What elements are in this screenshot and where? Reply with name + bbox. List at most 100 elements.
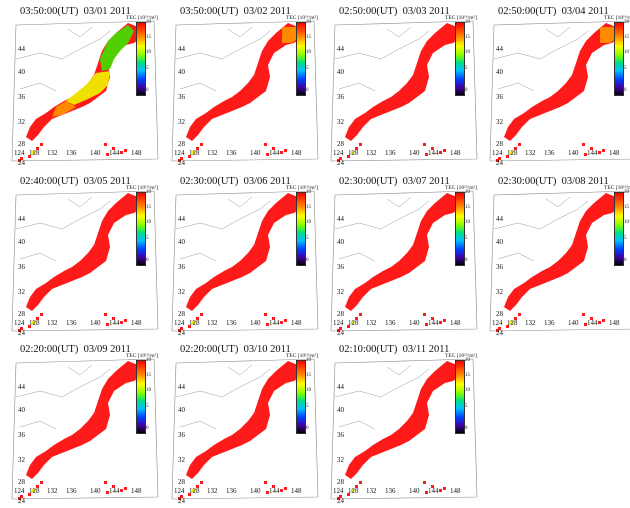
longitude-label: 128: [348, 149, 359, 157]
latitude-label: 32: [496, 118, 503, 126]
island-station: [280, 489, 283, 492]
latitude-label: 32: [337, 288, 344, 296]
island-station: [582, 313, 585, 316]
projection-frame: [11, 190, 159, 332]
coastline: [334, 364, 430, 430]
longitude-label: 132: [207, 149, 218, 157]
island-station: [20, 495, 23, 498]
longitude-label: 140: [409, 149, 420, 157]
island-station: [347, 325, 350, 328]
latitude-label: 32: [18, 288, 25, 296]
island-station: [506, 325, 509, 328]
colorbar-tick: 10: [306, 388, 311, 393]
projection-frame: [330, 20, 478, 162]
latitude-label: 44: [178, 215, 185, 223]
longitude-label: 140: [250, 149, 261, 157]
projection-frame: [171, 358, 319, 500]
colorbar-tick: 5: [624, 236, 627, 241]
latitude-label: 28: [178, 140, 185, 148]
panel-title: 02:20:00(UT) 03/10 2011: [180, 344, 291, 355]
longitude-label: 144: [269, 319, 280, 327]
island-station: [351, 321, 354, 324]
island-station: [264, 313, 267, 316]
latitude-label: 28: [18, 478, 25, 486]
latitude-label: 44: [178, 383, 185, 391]
longitude-label: 136: [226, 149, 237, 157]
colorbar-tick: 20: [624, 20, 629, 25]
tec-panel-10: 02:20:00(UT) 03/10 2011 44 40 36 32 28 24 124 12…: [168, 340, 323, 508]
colorbar-tick: 5: [465, 404, 468, 409]
island-station: [518, 313, 521, 316]
island-station: [20, 327, 23, 330]
latitude-label: 24: [18, 329, 25, 337]
island-station: [106, 153, 109, 156]
japan-map: [489, 190, 630, 332]
colorbar-tick: 15: [465, 205, 470, 210]
longitude-label: 128: [348, 487, 359, 495]
latitude-label: 40: [178, 406, 185, 414]
coastline: [334, 26, 430, 92]
island-station: [337, 497, 340, 500]
island-station: [192, 151, 195, 154]
latitude-label: 32: [337, 118, 344, 126]
longitude-label: 148: [450, 149, 461, 157]
latitude-label: 40: [178, 68, 185, 76]
longitude-label: 148: [450, 487, 461, 495]
panel-title: 02:50:00(UT) 03/04 2011: [498, 6, 609, 17]
panel-date: 03/05 2011: [78, 176, 131, 187]
coastline: [493, 26, 589, 92]
longitude-label: 144: [428, 149, 439, 157]
longitude-label: 148: [131, 487, 142, 495]
longitude-label: 140: [568, 149, 579, 157]
island-station: [284, 487, 287, 490]
panel-date: 03/10 2011: [238, 344, 291, 355]
colorbar-tick: 20: [146, 20, 151, 25]
tec-yellow-region: [66, 71, 110, 105]
island-station: [112, 485, 115, 488]
island-station: [439, 151, 442, 154]
latitude-label: 36: [18, 93, 25, 101]
panel-title: 03:50:00(UT) 03/01 2011: [20, 6, 131, 17]
island-station: [280, 321, 283, 324]
tec-colorbar: [296, 360, 306, 434]
island-station: [359, 481, 362, 484]
island-station: [284, 319, 287, 322]
colorbar-tick: 20: [624, 190, 629, 195]
island-station: [280, 151, 283, 154]
island-station: [20, 157, 23, 160]
tec-panel-5: 02:40:00(UT) 03/05 2011 44 40 36 32 28 24 124 12…: [8, 172, 163, 340]
island-station: [443, 319, 446, 322]
longitude-label: 136: [385, 487, 396, 495]
colorbar-tick: 5: [306, 66, 309, 71]
latitude-label: 44: [337, 383, 344, 391]
colorbar-tick: 10: [465, 50, 470, 55]
island-station: [188, 325, 191, 328]
longitude-label: 144: [428, 487, 439, 495]
island-station: [496, 159, 499, 162]
island-station: [32, 321, 35, 324]
tec-coverage-japan: [345, 361, 461, 479]
latitude-label: 40: [18, 406, 25, 414]
latitude-label: 40: [178, 238, 185, 246]
longitude-label: 136: [544, 149, 555, 157]
colorbar-tick: 5: [146, 66, 149, 71]
panel-title: 02:30:00(UT) 03/08 2011: [498, 176, 609, 187]
island-station: [124, 149, 127, 152]
longitude-label: 132: [47, 487, 58, 495]
colorbar-label: TEC [10¹⁶/m²]: [604, 185, 630, 191]
tec-orange-region: [282, 27, 300, 43]
colorbar-label: TEC [10¹⁶/m²]: [445, 15, 477, 21]
longitude-label: 136: [226, 319, 237, 327]
longitude-label: 132: [207, 487, 218, 495]
island-station: [106, 491, 109, 494]
island-station: [200, 481, 203, 484]
longitude-label: 128: [189, 487, 200, 495]
panel-title: 02:30:00(UT) 03/06 2011: [180, 176, 291, 187]
longitude-label: 128: [507, 319, 518, 327]
panel-title: 02:50:00(UT) 03/03 2011: [339, 6, 450, 17]
longitude-label: 128: [189, 319, 200, 327]
island-station: [584, 323, 587, 326]
island-station: [178, 159, 181, 162]
latitude-label: 36: [337, 93, 344, 101]
